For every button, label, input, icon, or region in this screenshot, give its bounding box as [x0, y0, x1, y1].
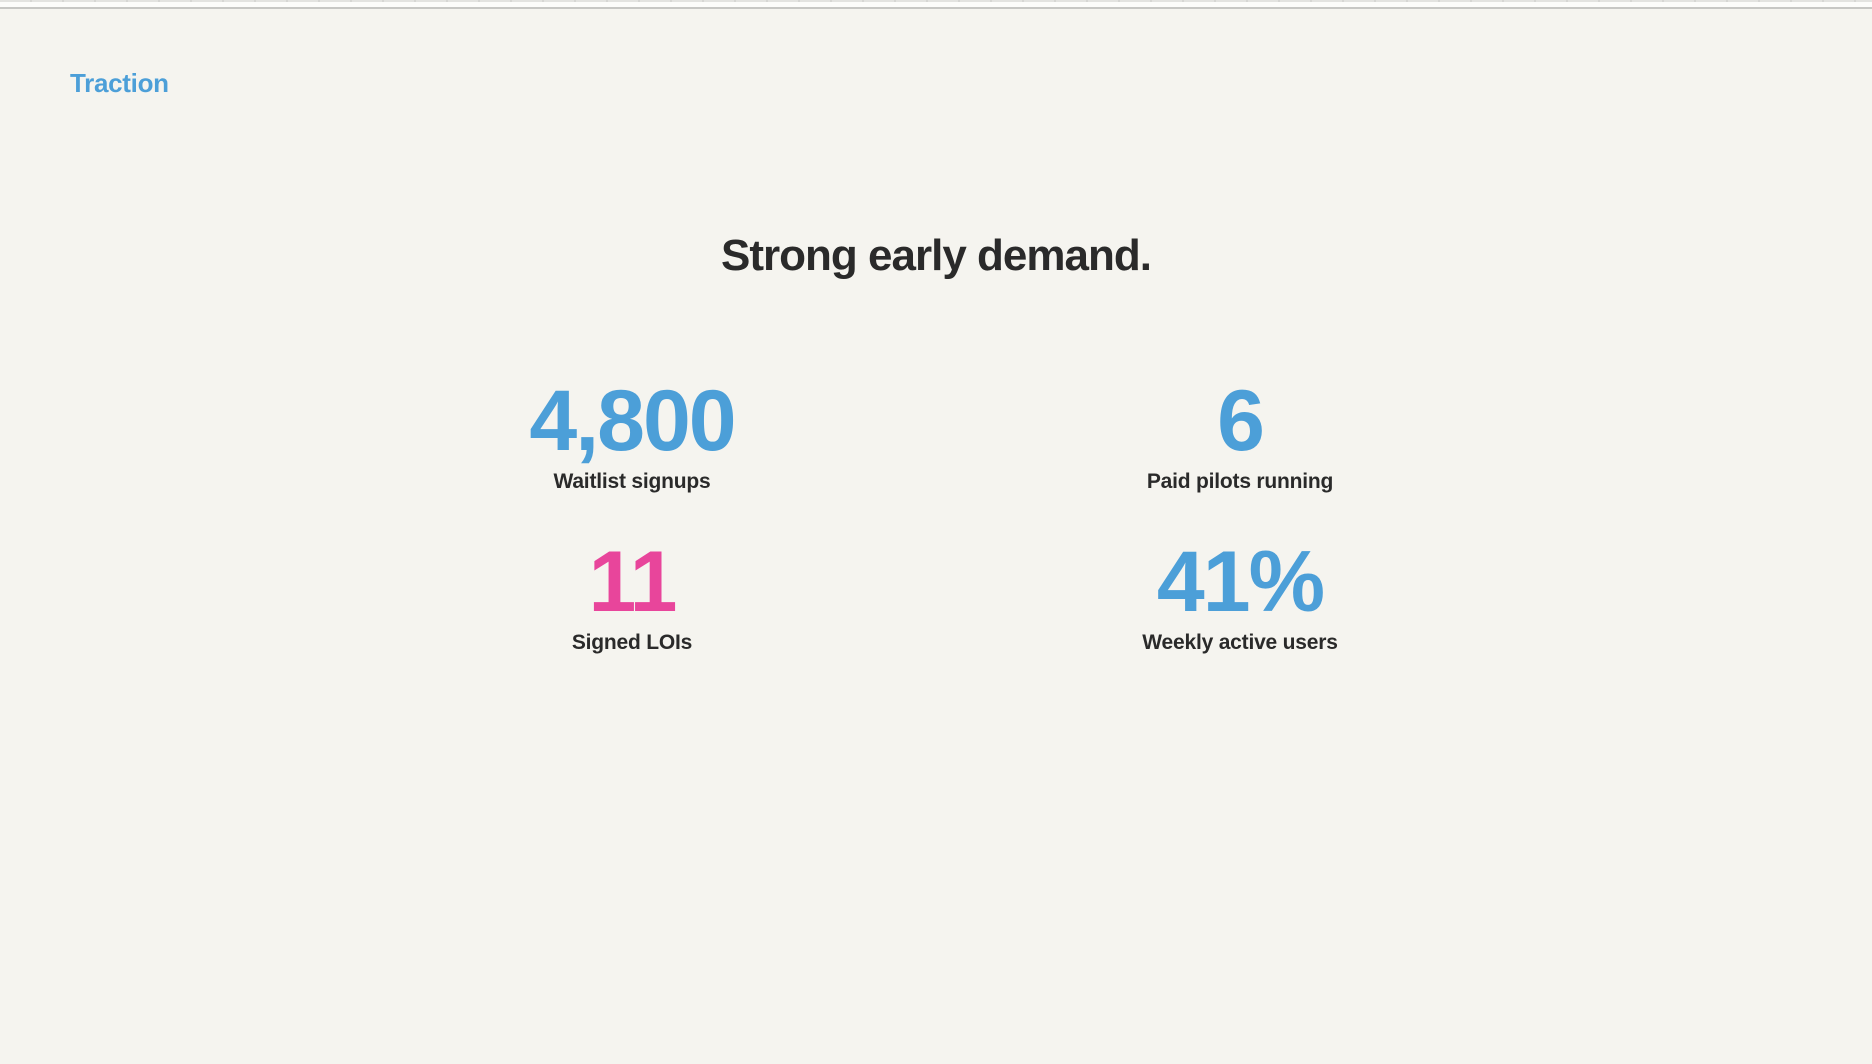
stat-value: 41% — [1156, 534, 1325, 631]
stat-label: Signed LOIs — [571, 631, 693, 655]
stat-value: 4,800 — [529, 373, 736, 469]
window-chrome-edge — [0, 0, 1872, 9]
stat-label: Paid pilots running — [1146, 470, 1334, 493]
tab-strip-edge — [0, 0, 1872, 2]
stat-label: Weekly active users — [1142, 631, 1338, 655]
stats-grid: 4,800 Waitlist signups 6 Paid pilots run… — [328, 378, 1544, 657]
slide-headline: Strong early demand. — [721, 231, 1152, 280]
stat-waitlist-signups: 4,800 Waitlist signups — [328, 378, 936, 495]
stat-label: Waitlist signups — [553, 470, 711, 493]
stat-paid-pilots: 6 Paid pilots running — [936, 378, 1544, 495]
stat-value: 11 — [588, 534, 678, 631]
section-label: Traction — [70, 68, 169, 98]
stat-value: 6 — [1217, 373, 1265, 469]
stat-weekly-active-users: 41% Weekly active users — [936, 539, 1544, 656]
stat-signed-lois: 11 Signed LOIs — [328, 539, 936, 656]
